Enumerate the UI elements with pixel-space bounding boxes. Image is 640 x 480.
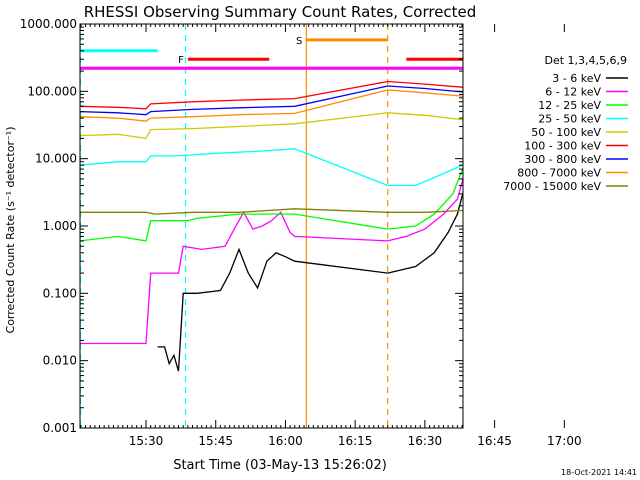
legend-label-3: 12 - 25 keV [538, 99, 601, 112]
x-tick-label-2: 16:00 [268, 434, 303, 448]
series-line-2 [80, 176, 463, 345]
series-line-8 [80, 89, 463, 122]
footer-date: 18-Oct-2021 14:41 [561, 468, 637, 477]
y-axis-title: Corrected Count Rate (s⁻¹ detector⁻¹) [4, 127, 17, 334]
band-label-1-0: F [178, 55, 184, 66]
y-tick-label-2: 10.000 [35, 152, 77, 166]
legend-title: Det 1,3,4,5,6,9 [544, 54, 627, 67]
series-line-9 [80, 208, 463, 215]
series-line-5 [80, 112, 463, 140]
series-line-4 [80, 148, 463, 187]
x-tick-label-3: 16:15 [338, 434, 373, 448]
series-line-7 [80, 85, 463, 116]
x-tick-label-5: 16:45 [477, 434, 512, 448]
legend-label-8: 800 - 7000 keV [517, 167, 601, 180]
y-tick-label-3: 1.000 [43, 219, 77, 233]
series-line-3 [80, 166, 463, 242]
y-tick-label-5: 0.010 [43, 354, 77, 368]
band-label-2-0: S [296, 36, 302, 47]
legend-label-1: 3 - 6 keV [552, 72, 601, 85]
y-tick-label-0: 1000.000 [20, 17, 77, 31]
x-tick-label-4: 16:30 [408, 434, 443, 448]
chart-title: RHESSI Observing Summary Count Rates, Co… [84, 3, 477, 21]
legend-label-6: 100 - 300 keV [524, 140, 601, 153]
x-axis-title: Start Time (03-May-13 15:26:02) [173, 458, 387, 473]
y-tick-label-1: 100.000 [27, 84, 77, 98]
series-line-1 [157, 190, 463, 372]
legend-label-4: 25 - 50 keV [538, 113, 601, 126]
legend-label-2: 6 - 12 keV [545, 86, 601, 99]
plot-area: NFSA1A0 [80, 24, 463, 428]
x-tick-label-1: 15:45 [198, 434, 233, 448]
x-tick-label-0: 15:30 [129, 434, 164, 448]
legend-label-7: 300 - 800 keV [524, 153, 601, 166]
series-line-6 [80, 80, 463, 110]
x-tick-label-6: 17:00 [547, 434, 582, 448]
legend-label-5: 50 - 100 keV [531, 126, 601, 139]
y-tick-label-6: 0.001 [43, 421, 77, 435]
legend-label-9: 7000 - 15000 keV [503, 180, 601, 193]
y-tick-label-4: 0.100 [43, 286, 77, 300]
axes: 1000.000 100.000 10.000 1.000 0.100 0.010 0.00… [20, 17, 582, 448]
